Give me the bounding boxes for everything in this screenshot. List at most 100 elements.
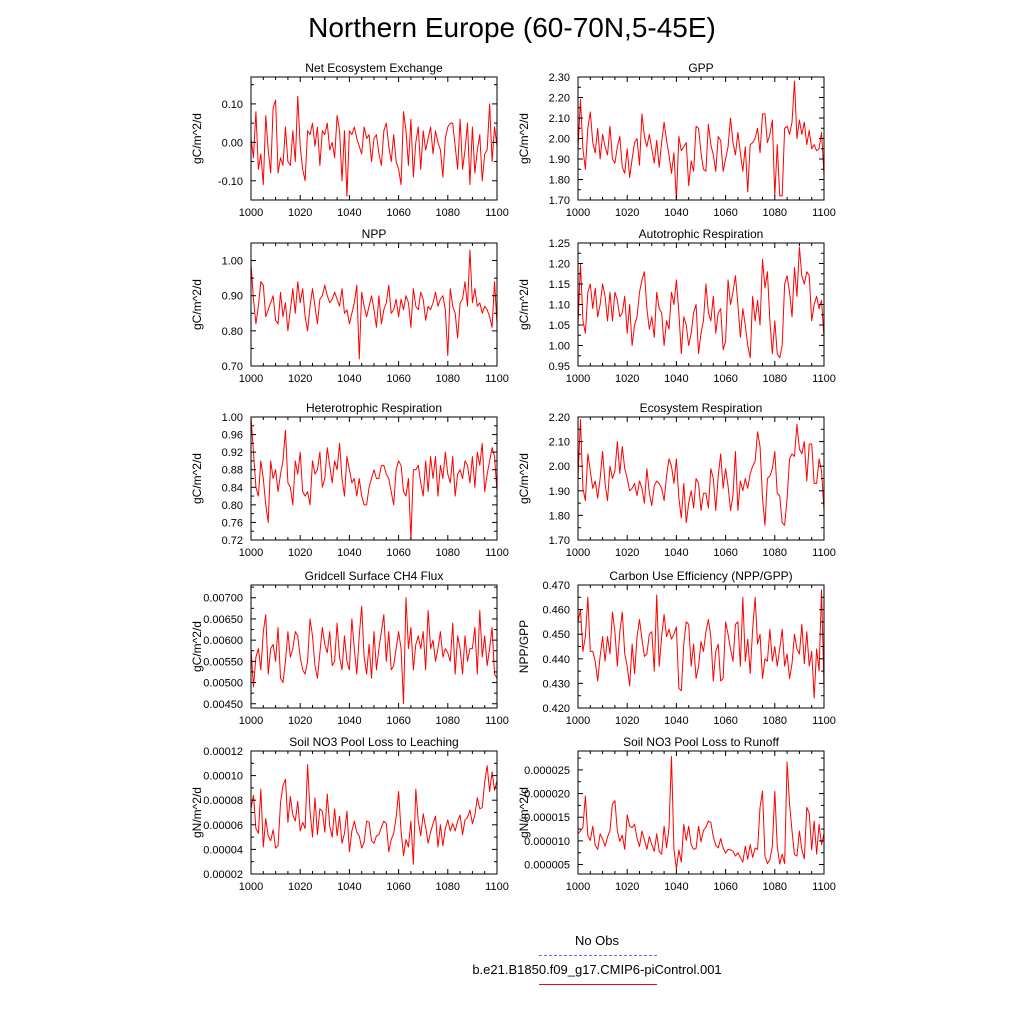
x-tick-label: 1060 — [713, 207, 737, 219]
panel-title: Soil NO3 Pool Loss to Runoff — [623, 735, 780, 749]
panel-title: Ecosystem Respiration — [640, 401, 763, 415]
x-tick-label: 1000 — [566, 881, 590, 893]
plot-frame — [577, 416, 825, 541]
y-tick-label: 2.10 — [549, 437, 570, 449]
y-axis-label: gC/m^2/d — [517, 279, 531, 330]
y-tick-label: 0.96 — [222, 430, 243, 442]
x-tick-label: 1040 — [337, 715, 361, 727]
series-line — [250, 597, 498, 705]
x-tick-label: 1100 — [812, 373, 836, 385]
y-tick-label: 1.25 — [549, 238, 570, 250]
x-tick-label: 1100 — [485, 881, 509, 893]
x-tick-label: 1040 — [337, 207, 361, 219]
y-tick-label: 0.00008 — [203, 795, 243, 807]
panel-title: Net Ecosystem Exchange — [305, 61, 443, 75]
y-tick-label: 0.70 — [222, 361, 243, 373]
x-tick-label: 1020 — [615, 547, 639, 559]
series-line — [577, 418, 825, 526]
x-tick-label: 1000 — [239, 207, 263, 219]
legend-obs-line — [539, 955, 657, 956]
y-tick-label: 0.440 — [542, 654, 570, 666]
y-tick-label: 0.00006 — [203, 820, 243, 832]
y-tick-label: 0.76 — [222, 517, 243, 529]
y-tick-label: 0.00600 — [203, 635, 243, 647]
y-tick-label: 0.84 — [222, 482, 243, 494]
x-tick-label: 1100 — [812, 207, 836, 219]
x-tick-label: 1080 — [763, 881, 787, 893]
y-tick-label: 0.00650 — [203, 614, 243, 626]
x-tick-label: 1080 — [763, 373, 787, 385]
y-tick-label: 2.20 — [549, 93, 570, 105]
x-tick-label: 1060 — [386, 547, 410, 559]
y-tick-label: 1.00 — [222, 256, 243, 268]
x-tick-label: 1020 — [615, 715, 639, 727]
y-axis-label: gN/m^2/d — [517, 787, 531, 838]
y-tick-label: 2.20 — [549, 412, 570, 424]
y-tick-label: 0.72 — [222, 535, 243, 547]
x-tick-label: 1060 — [713, 373, 737, 385]
x-tick-label: 1100 — [485, 373, 509, 385]
x-tick-label: 1000 — [239, 715, 263, 727]
x-tick-label: 1020 — [288, 715, 312, 727]
y-tick-label: 0.460 — [542, 605, 570, 617]
chart-panel-10: 1000 1020 1040 1060 1080 1100 0.000005 0.000010… — [517, 735, 836, 893]
y-tick-label: 0.430 — [542, 678, 570, 690]
x-tick-label: 1020 — [288, 547, 312, 559]
x-tick-label: 1020 — [615, 881, 639, 893]
panel-title: Heterotrophic Respiration — [306, 401, 442, 415]
y-tick-label: 2.00 — [549, 461, 570, 473]
legend-model-label: b.e21.B1850.f09_g17.CMIP6-piControl.001 — [472, 962, 722, 977]
x-tick-label: 1100 — [485, 207, 509, 219]
y-tick-label: 0.470 — [542, 580, 570, 592]
x-tick-label: 1040 — [664, 715, 688, 727]
y-axis-label: gC/m^2/d — [517, 453, 531, 504]
y-tick-label: 0.000015 — [524, 812, 570, 824]
y-tick-label: 1.90 — [549, 486, 570, 498]
y-tick-label: 0.00012 — [203, 746, 243, 758]
x-tick-label: 1060 — [386, 715, 410, 727]
x-tick-label: 1020 — [288, 373, 312, 385]
y-tick-label: 0.00002 — [203, 869, 243, 881]
y-tick-label: 0.90 — [222, 291, 243, 303]
y-tick-label: 1.70 — [549, 535, 570, 547]
x-tick-label: 1000 — [566, 373, 590, 385]
x-tick-label: 1060 — [386, 373, 410, 385]
chart-panel-6: 1000 1020 1040 1060 1080 1100 1.70 1.80 1.90 2.00… — [517, 401, 836, 559]
x-tick-label: 1100 — [485, 715, 509, 727]
plot-frame — [577, 242, 825, 367]
panel-title: Gridcell Surface CH4 Flux — [305, 569, 444, 583]
x-tick-label: 1000 — [566, 207, 590, 219]
y-tick-label: 2.10 — [549, 113, 570, 125]
x-tick-label: 1040 — [664, 547, 688, 559]
y-tick-label: 0.95 — [549, 361, 570, 373]
y-tick-label: 1.00 — [549, 341, 570, 353]
chart-panel-2: 1000 1020 1040 1060 1080 1100 1.70 1.80 1.90 2.00… — [517, 61, 836, 219]
y-axis-label: gC/m^2/d — [190, 621, 204, 672]
y-tick-label: 1.00 — [222, 412, 243, 424]
x-tick-label: 1080 — [436, 715, 460, 727]
series-line — [577, 589, 825, 699]
y-tick-label: 2.00 — [549, 134, 570, 146]
y-axis-label: NPP/GPP — [517, 620, 531, 673]
y-tick-label: 0.00700 — [203, 593, 243, 605]
x-tick-label: 1060 — [713, 715, 737, 727]
y-tick-label: 0.000025 — [524, 765, 570, 777]
y-tick-label: 1.80 — [549, 175, 570, 187]
y-axis-label: gC/m^2/d — [190, 453, 204, 504]
y-tick-label: 0.88 — [222, 465, 243, 477]
y-tick-label: 0.000005 — [524, 860, 570, 872]
x-tick-label: 1040 — [337, 547, 361, 559]
y-tick-label: 1.20 — [549, 259, 570, 271]
page-title: Northern Europe (60-70N,5-45E) — [308, 12, 716, 43]
x-tick-label: 1080 — [763, 715, 787, 727]
y-tick-label: 0.80 — [222, 326, 243, 338]
x-tick-label: 1020 — [288, 207, 312, 219]
x-tick-label: 1020 — [615, 373, 639, 385]
panel-title: Autotrophic Respiration — [639, 227, 764, 241]
x-tick-label: 1040 — [664, 881, 688, 893]
x-tick-label: 1040 — [664, 207, 688, 219]
x-tick-label: 1080 — [436, 547, 460, 559]
y-tick-label: 0.00010 — [203, 771, 243, 783]
y-tick-label: 0.420 — [542, 703, 570, 715]
series-line — [250, 249, 498, 360]
